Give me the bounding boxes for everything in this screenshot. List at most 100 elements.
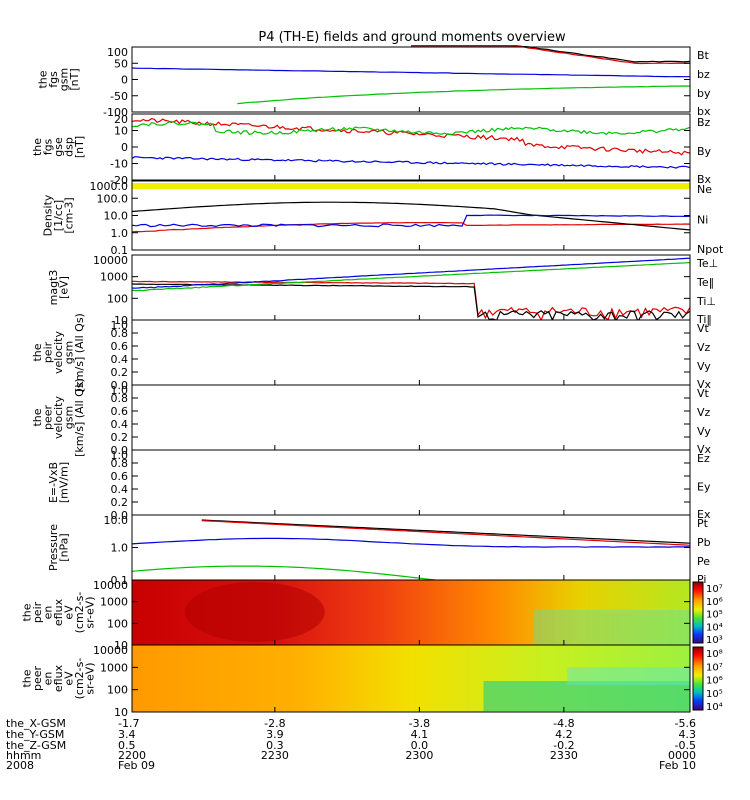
y-axis-label: fgs [42,138,55,155]
y-axis-label: sr-eV) [84,596,97,628]
legend-bt: Bt [697,49,710,62]
line-Pt [201,519,691,544]
colorbar-tick-label: 10⁴ [706,702,723,713]
y-axis-label: the [21,669,34,687]
legend-pt: Pt [697,517,709,530]
y-tick-label: 100 [107,292,128,305]
footer-value: -1.7 [118,717,139,730]
y-axis-label: [1/cc] [52,200,65,231]
y-axis-label: eV [63,605,76,620]
spectrogram-peak [184,582,325,642]
colorbar-tick-label: 10³ [706,635,723,646]
spectrogram-low-band [533,610,690,645]
y-axis-label: the [21,603,34,621]
colorbar-tick-label: 10⁸ [706,649,723,660]
y-tick-label: 0.4 [111,353,129,366]
legend-npot: Npot [697,243,724,256]
y-tick-label: 0.6 [111,340,129,353]
footer-value: -0.2 [553,739,574,752]
footer-row-label: hhmm [6,749,41,762]
ephemeris-footer: the_X-GSMthe_Y-GSMthe_Z-GSMhhmm2008-1.73… [6,717,696,772]
y-axis-label: the [31,343,44,361]
y-tick-label: 1000.0 [90,180,129,193]
line-bx [131,67,690,78]
y-tick-label: 50 [114,57,128,70]
y-axis-label: eV [63,671,76,686]
y-tick-label: 100.0 [97,192,129,205]
y-axis-label: fgs [47,71,60,88]
legend-pb: Pb [697,536,711,549]
spectrogram-low-band [483,681,690,711]
line-Ni [131,201,691,231]
y-axis-label: dsp [63,137,76,157]
y-tick-label: 1.0 [111,384,129,397]
line-Ti-perp [131,257,691,289]
y-axis-label: the [36,70,49,88]
plot-area [132,385,690,450]
y-axis-label: peir [42,341,55,363]
legend-by: by [697,87,711,100]
legend-bz: bz [697,68,710,81]
y-tick-label: 0.4 [111,418,129,431]
footer-value: 0.5 [118,739,136,752]
y-axis-label: peer [31,666,44,692]
line-Bx [131,156,691,169]
y-axis-label: [cm-3] [63,197,76,233]
legend-ez: Ez [697,452,710,465]
y-tick-label: 1.0 [111,449,129,462]
y-tick-label: 10 [114,706,128,719]
y-axis-label: Pressure [47,524,60,571]
y-axis-label: [nPa] [57,533,70,561]
line-Te-par [131,283,691,323]
legend-vy: Vy [697,360,711,373]
plot-area [132,47,690,112]
y-tick-label: 10 [114,639,128,652]
panel-9: 10000 1000 100 10 thepeirenefluxeV(cm2-s-sr-… [21,579,723,652]
footer-row-label: the_Y-GSM [6,728,64,741]
footer-value: 0.0 [411,739,429,752]
colorbar [692,646,704,711]
line-Ti-par [131,262,691,292]
line-Pb [201,520,691,546]
y-tick-label: 1.0 [111,542,129,555]
colorbar-tick-label: 10⁶ [706,597,723,608]
legend-ne: Ne [697,183,712,196]
y-tick-label: 100 [107,46,128,59]
footer-value: 4.3 [679,728,697,741]
colorbar [692,581,704,644]
footer-row-label: 2008 [6,759,34,772]
y-tick-label: 1000 [100,596,128,609]
footer-value: 4.2 [555,728,573,741]
legend-ex: Ex [697,508,711,521]
y-tick-label: 0.0 [111,509,129,522]
y-axis-label: gsm [57,68,70,91]
y-axis-label: peer [42,405,55,431]
panel-8: 10.0 1.0 0.1 Pressure[nPa] Pt Pb Pe Pi [47,514,711,587]
line-Bz [131,118,691,156]
y-axis-label: the [31,138,44,156]
legend-vx: Vx [697,443,712,456]
y-tick-label: 0.8 [111,392,129,405]
line-Ne [131,221,691,233]
y-tick-label: 1000 [100,271,128,284]
y-tick-label: 1000 [100,661,128,674]
legend-ti: Ti⊥ [696,295,716,308]
y-tick-label: 10 [114,314,128,327]
density-flag-bar [132,183,690,189]
y-axis-label: [km/s] (All Qs) [73,313,86,392]
y-tick-label: 0.1 [111,574,129,587]
line-By [131,120,691,136]
y-axis-label: eflux [52,664,65,692]
y-axis-label: sr-eV) [84,662,97,694]
panel-5: 1.00.80.60.40.20.0 thepeirvelocitygsm[km/… [31,313,712,392]
footer-value: -4.8 [553,717,574,730]
y-axis-label: [eV] [57,276,70,299]
legend-by: By [697,145,712,158]
panel-4: 10000 1000 100 10 magt3[eV] Te⊥ Te‖ Ti⊥ Ti‖ [47,254,718,327]
legend-vy: Vy [697,425,711,438]
panel-7: 1.00.80.60.40.20.0 E=-VxB[mV/m] Ez Ey Ex [47,449,711,522]
y-axis-label: en [42,672,55,686]
